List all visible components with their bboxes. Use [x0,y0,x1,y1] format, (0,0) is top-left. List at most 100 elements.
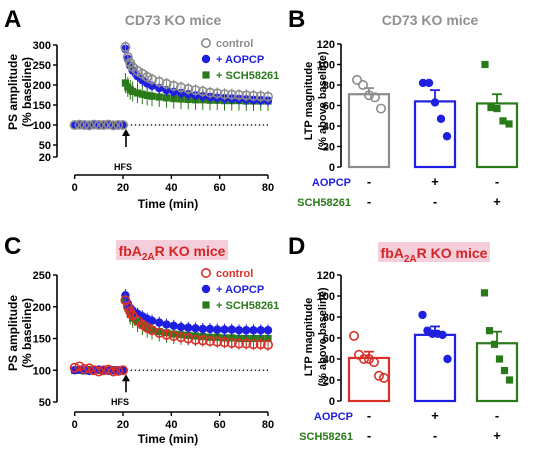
data-point [190,334,201,345]
data-point [118,120,129,131]
data-point [108,120,119,131]
data-point [500,366,509,375]
panel-d-ylabel-2: (% above baseline) [317,287,329,386]
data-point [120,295,131,306]
y-tick-label: 60 [323,101,335,113]
data-point [205,324,215,334]
data-point [183,333,194,344]
panel-d-sign: - [367,408,371,423]
data-point [161,329,172,340]
data-point [262,339,273,350]
x-tick-label: 40 [165,182,177,194]
data-point [169,321,178,330]
y-tick-label: 80 [323,80,335,92]
data-point [183,84,194,95]
data-point [120,41,131,52]
y-tick-label: 100 [33,365,51,377]
panel-b-sign: - [433,194,437,209]
panel-b-sign: - [495,174,499,189]
panel-c-ylabel-2: (% baseline) [20,298,34,368]
hfs-arrow-head [122,129,130,136]
panel-b-sign: - [367,194,371,209]
data-point [197,86,208,97]
data-point [142,72,153,83]
panel-b-row-aopcp: AOPCP [312,177,351,189]
panel-c-hfs-label: HFS [111,397,129,407]
bar [475,102,519,169]
data-point [162,94,171,102]
data-point [176,332,187,343]
data-point [234,326,244,335]
panel-c-title-highlight [116,240,228,260]
x-tick-label: 80 [262,419,274,431]
data-point [129,87,137,95]
data-point [363,90,374,101]
data-point [122,51,133,62]
panel-d-sign: + [431,408,439,423]
y-tick-label: 20 [323,375,335,387]
data-point [93,120,104,131]
data-point [197,335,208,346]
data-point [481,60,489,69]
data-point [262,91,273,102]
data-point [168,330,179,341]
panel-a-ylabel-2: (% baseline) [20,57,34,127]
y-tick-label: 250 [33,270,51,282]
data-point [363,353,374,364]
bar [475,342,519,403]
x-tick-label: 40 [165,419,177,431]
data-point [93,366,104,377]
panel-a-title: CD73 KO mice [125,12,222,28]
data-point [348,330,359,341]
data-point [74,119,85,130]
y-tick-label: 250 [33,60,51,72]
data-point [103,364,114,375]
x-tick-label: 60 [214,182,226,194]
data-point [155,93,163,101]
data-point [375,103,386,114]
data-point [122,301,133,312]
data-point [263,326,273,335]
data-point [184,323,193,332]
y-tick-label: 100 [317,291,335,303]
panel-b-sign: + [493,194,501,209]
data-point [490,340,499,348]
data-point [74,361,85,372]
data-point [493,104,501,113]
legend-marker [202,301,210,309]
legend-label: + SCH58261 [216,70,279,82]
y-tick-label: 50 [39,140,51,152]
data-point [418,78,428,88]
panel-d-sign: - [367,428,371,443]
data-point [84,120,95,131]
y-tick-label: 50 [39,397,51,409]
data-point [84,363,95,374]
data-point [142,322,153,333]
hfs-arrow-head [122,374,130,382]
data-point [118,365,129,376]
y-tick-label: 80 [323,312,335,324]
y-tick-label: 120 [317,39,335,51]
data-point [234,90,245,101]
y-tick-label: 100 [33,120,51,132]
panel-d-sign: - [433,428,437,443]
legend-marker [202,71,210,79]
data-point [69,120,80,131]
y-tick-label: 200 [33,302,51,314]
data-point [162,320,171,329]
panel-letter-b: B [288,6,305,33]
data-point [219,89,230,100]
bar [347,356,391,403]
data-point [378,372,389,383]
panel-d-row-sch: SCH58261 [299,431,353,443]
panel-a-xlabel: Time (min) [138,197,198,211]
legend-label: + AOPCP [216,284,264,296]
legend-label: + AOPCP [216,54,264,66]
data-point [255,339,266,350]
panel-b-ylabel-2: (% above baseline) [317,51,329,150]
data-point [148,92,156,100]
data-point [248,339,259,350]
data-point [212,336,223,347]
data-point [103,119,114,130]
panel-letter-d: D [288,233,305,260]
